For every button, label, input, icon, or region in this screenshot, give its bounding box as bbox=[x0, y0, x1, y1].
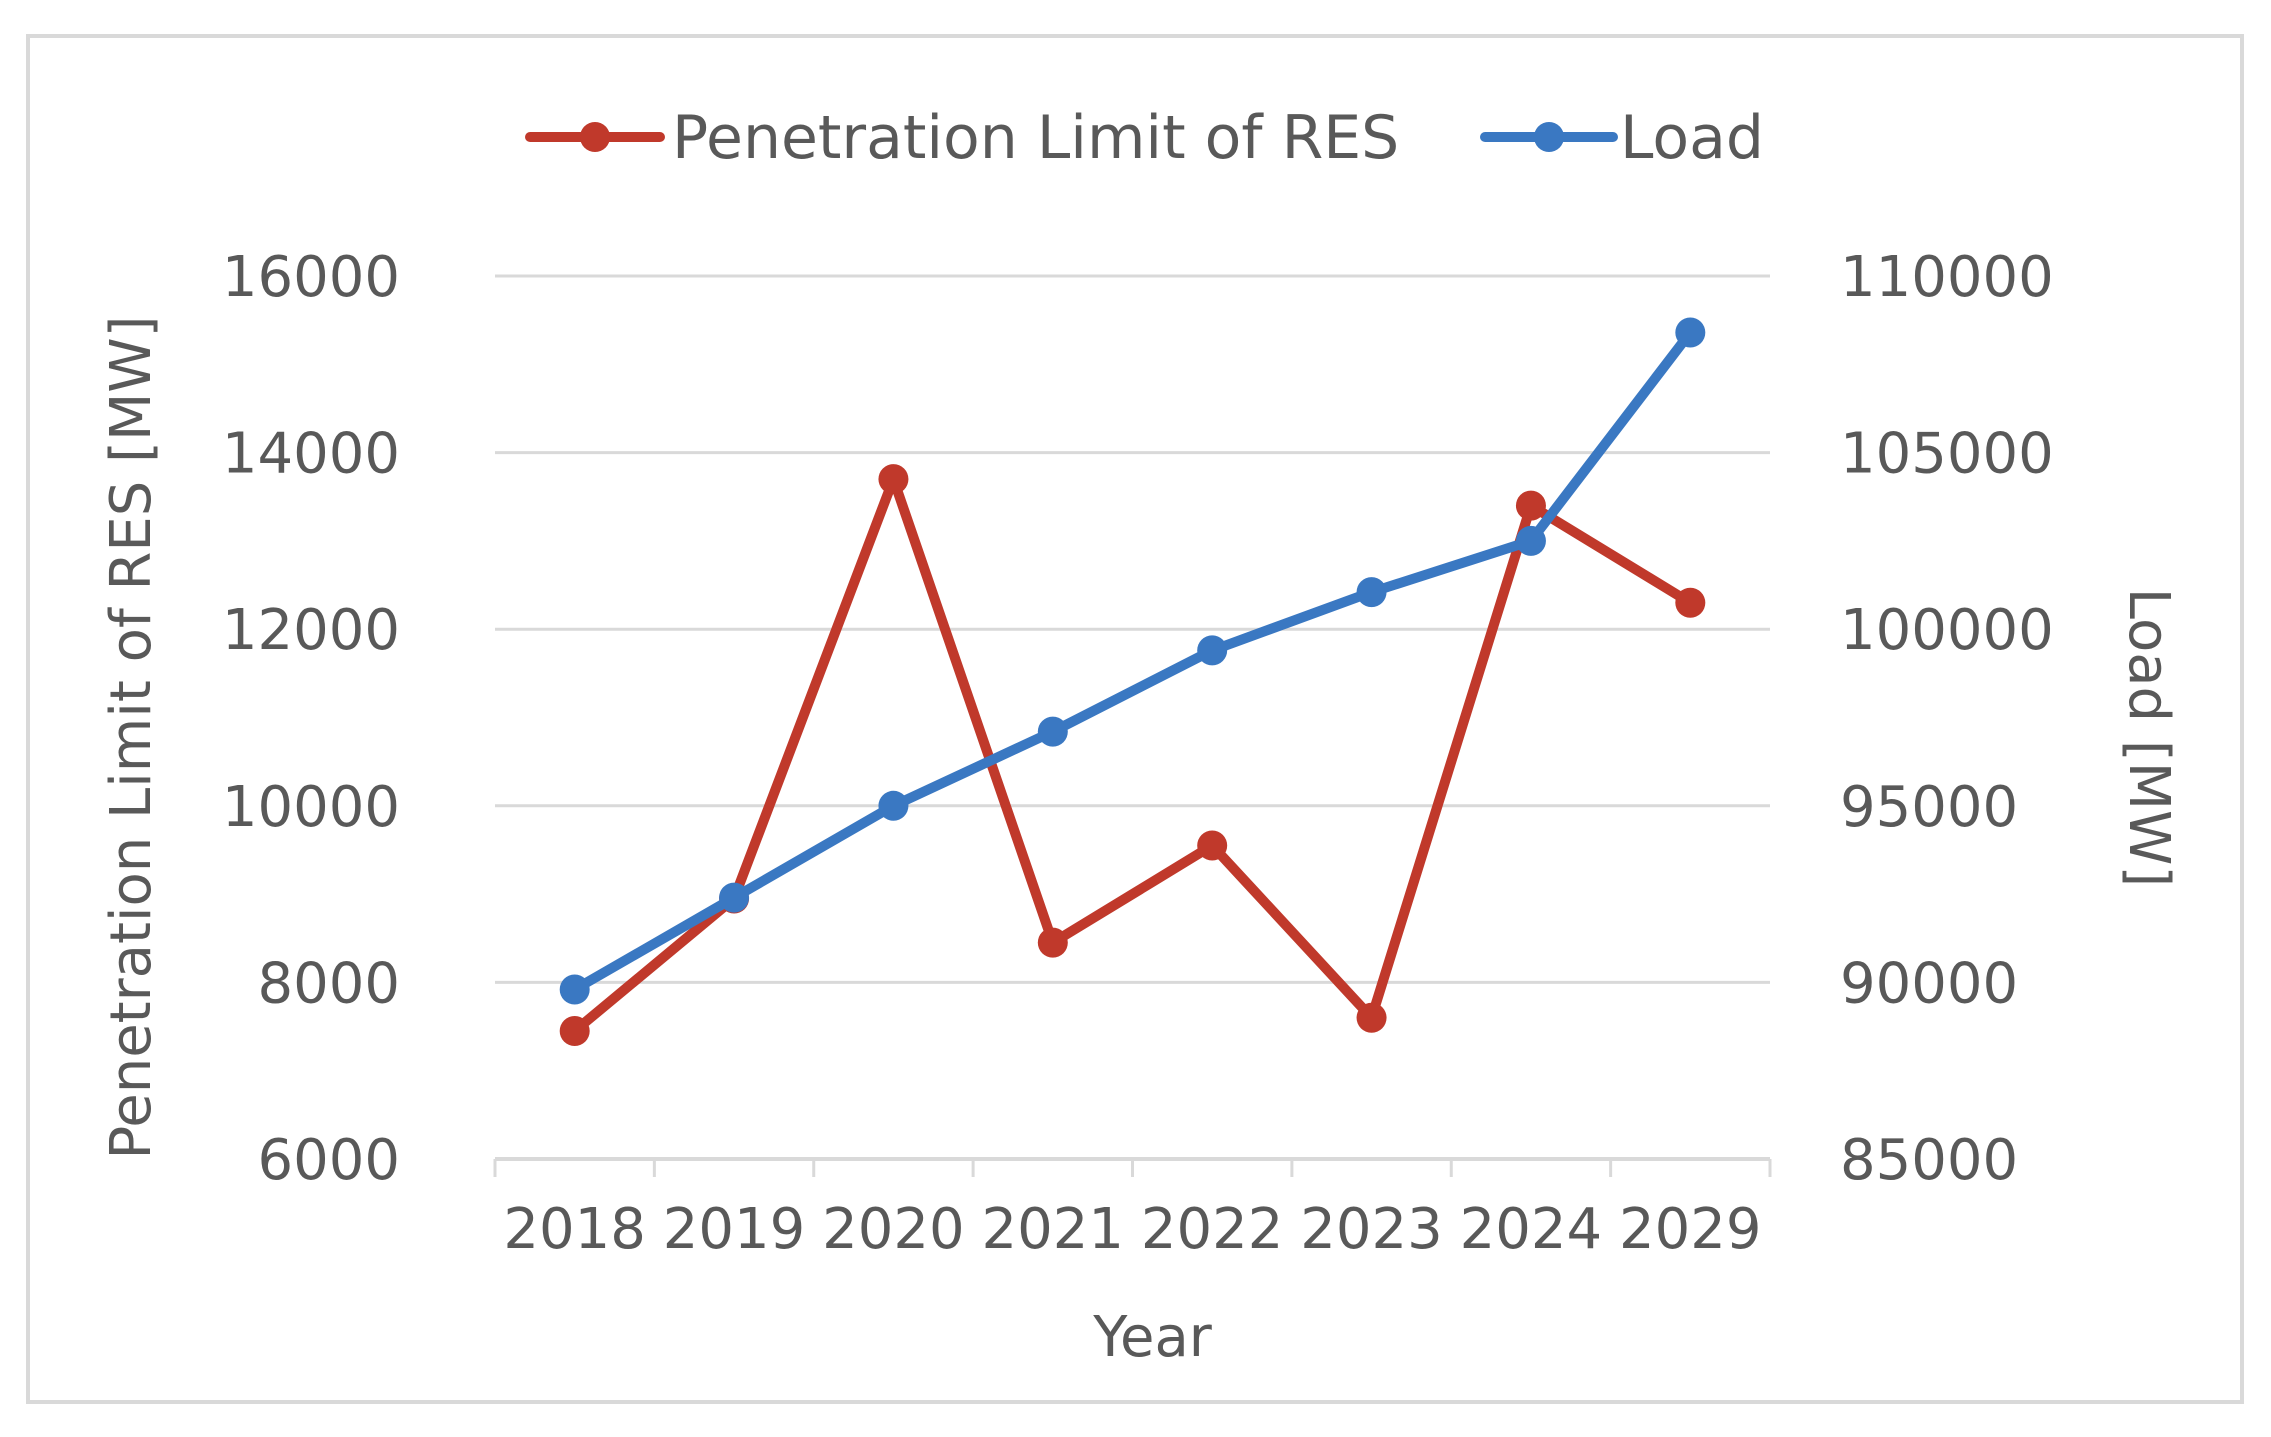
res-series-line bbox=[569, 474, 1696, 1036]
y2-tick-label: 110000 bbox=[1840, 245, 2054, 310]
y-tick-label: 16000 bbox=[222, 245, 400, 310]
legend-swatch-marker bbox=[1534, 122, 1564, 152]
y-tick-label: 12000 bbox=[222, 598, 400, 663]
y2-axis-title: Load [MW] bbox=[2116, 588, 2181, 888]
load-data-point[interactable] bbox=[1675, 317, 1706, 348]
x-tick-label: 2024 bbox=[1460, 1197, 1603, 1262]
x-tick-label: 2029 bbox=[1619, 1197, 1762, 1262]
y2-tick-label: 90000 bbox=[1840, 951, 2018, 1016]
y2-tick-label: 100000 bbox=[1840, 598, 2054, 663]
res-data-point[interactable] bbox=[1675, 587, 1706, 618]
load-data-point[interactable] bbox=[1037, 716, 1068, 747]
legend[interactable]: Penetration Limit of RES Load bbox=[525, 103, 1764, 173]
y-tick-label: 8000 bbox=[257, 951, 400, 1016]
load-data-point[interactable] bbox=[1197, 635, 1228, 666]
legend-item-load[interactable]: Load bbox=[1480, 103, 1764, 173]
x-axis-title: Year bbox=[1092, 1305, 1213, 1370]
load-data-point[interactable] bbox=[719, 882, 750, 913]
gridlines bbox=[495, 274, 1770, 1161]
y2-tick-label: 95000 bbox=[1840, 775, 2018, 840]
res-data-point[interactable] bbox=[1356, 1002, 1387, 1033]
res-data-point[interactable] bbox=[1037, 927, 1068, 958]
chart-canvas: 6000 8000 10000 12000 14000 16000 85000 90000 95… bbox=[99, 103, 2181, 1370]
load-data-point[interactable] bbox=[559, 974, 590, 1005]
y-tick-label: 10000 bbox=[222, 775, 400, 840]
load-data-point[interactable] bbox=[878, 790, 909, 821]
legend-item-res[interactable]: Penetration Limit of RES bbox=[525, 103, 1399, 173]
load-data-point[interactable] bbox=[1356, 577, 1387, 608]
x-tick-label: 2021 bbox=[982, 1197, 1125, 1262]
load-data-point[interactable] bbox=[1515, 525, 1546, 556]
res-data-point[interactable] bbox=[878, 464, 909, 495]
axes: 6000 8000 10000 12000 14000 16000 85000 90000 95… bbox=[99, 245, 2181, 1370]
load-series-line bbox=[569, 327, 1696, 995]
x-tick-label: 2022 bbox=[1141, 1197, 1284, 1262]
y2-tick-label: 105000 bbox=[1840, 422, 2054, 487]
y-axis-title: Penetration Limit of RES [MW] bbox=[99, 316, 164, 1160]
x-tick-label: 2020 bbox=[822, 1197, 965, 1262]
res-data-point[interactable] bbox=[1197, 830, 1228, 861]
y-tick-label: 6000 bbox=[257, 1128, 400, 1193]
legend-swatch-marker bbox=[580, 122, 610, 152]
y2-tick-label: 85000 bbox=[1840, 1128, 2018, 1193]
res-data-point[interactable] bbox=[559, 1015, 590, 1046]
x-tick-label: 2023 bbox=[1300, 1197, 1443, 1262]
res-data-point[interactable] bbox=[1515, 490, 1546, 521]
chart-frame: 6000 8000 10000 12000 14000 16000 85000 90000 95… bbox=[26, 34, 2244, 1404]
legend-label: Load bbox=[1620, 103, 1764, 173]
x-tick-label: 2019 bbox=[663, 1197, 806, 1262]
legend-label: Penetration Limit of RES bbox=[672, 103, 1399, 173]
x-tick-label: 2018 bbox=[503, 1197, 646, 1262]
series bbox=[559, 317, 1706, 1046]
y-tick-label: 14000 bbox=[222, 422, 400, 487]
